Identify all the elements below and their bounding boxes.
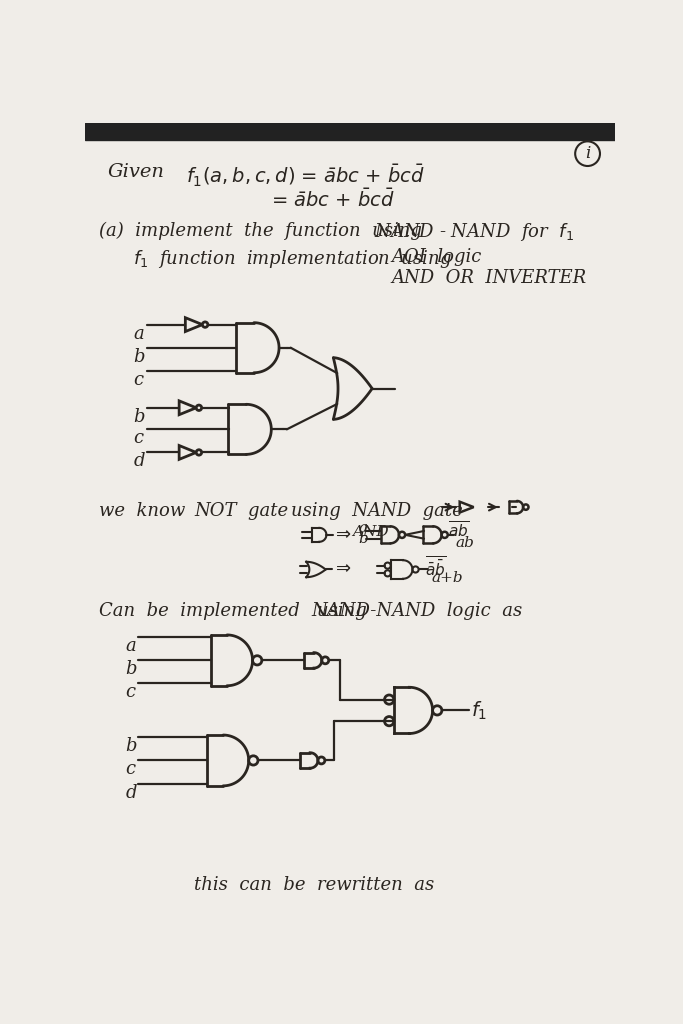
Text: i: i <box>585 145 590 162</box>
Text: (a)  implement  the  function  using: (a) implement the function using <box>99 221 422 240</box>
Text: d: d <box>133 453 145 470</box>
Bar <box>85 123 615 140</box>
Circle shape <box>385 570 391 577</box>
Circle shape <box>196 406 201 411</box>
Text: NAND-NAND  logic  as: NAND-NAND logic as <box>311 602 523 620</box>
Text: $f_1(a,b,c,d)$ = $\bar{a}$bc + $\bar{b}$c$\bar{d}$: $f_1(a,b,c,d)$ = $\bar{a}$bc + $\bar{b}$… <box>186 163 425 189</box>
Text: NOT  gate: NOT gate <box>194 502 288 520</box>
Text: ⇒: ⇒ <box>336 560 351 579</box>
Text: d: d <box>126 783 137 802</box>
Text: $\overline{ab}$: $\overline{ab}$ <box>448 521 469 541</box>
Circle shape <box>385 717 394 726</box>
Text: Given: Given <box>107 163 164 181</box>
Circle shape <box>442 531 448 538</box>
Text: c: c <box>126 683 136 701</box>
Text: ab: ab <box>456 537 475 550</box>
Text: AND  OR  INVERTER: AND OR INVERTER <box>391 269 587 287</box>
Text: AOI  logic: AOI logic <box>391 248 482 265</box>
Circle shape <box>253 655 262 665</box>
Circle shape <box>385 695 394 705</box>
Text: ⇒: ⇒ <box>336 526 351 544</box>
Circle shape <box>575 141 600 166</box>
Text: $f_1$  function  implementation  using: $f_1$ function implementation using <box>133 248 452 269</box>
Text: a: a <box>133 325 144 343</box>
Text: a: a <box>126 637 137 655</box>
Circle shape <box>196 450 201 455</box>
Text: b: b <box>358 531 368 546</box>
Text: = $\bar{a}$bc + $\bar{b}$c$\bar{d}$: = $\bar{a}$bc + $\bar{b}$c$\bar{d}$ <box>271 188 395 211</box>
Circle shape <box>249 756 258 765</box>
Circle shape <box>385 562 391 568</box>
Text: c: c <box>133 429 143 447</box>
Text: b: b <box>133 348 145 366</box>
Circle shape <box>202 322 208 328</box>
Circle shape <box>523 505 529 510</box>
Circle shape <box>399 531 405 538</box>
Text: using  NAND  gate: using NAND gate <box>291 502 462 520</box>
Text: b: b <box>126 737 137 756</box>
Text: NAND - NAND  for  $f_1$: NAND - NAND for $f_1$ <box>374 221 574 244</box>
Text: a+b: a+b <box>431 571 462 585</box>
Circle shape <box>318 757 325 764</box>
Text: we  know: we know <box>99 502 186 520</box>
Text: c: c <box>133 371 143 389</box>
Circle shape <box>413 566 419 572</box>
Circle shape <box>322 656 329 664</box>
Text: c: c <box>126 761 136 778</box>
Text: this  can  be  rewritten  as: this can be rewritten as <box>194 876 434 894</box>
Text: b: b <box>126 660 137 678</box>
Text: AND: AND <box>352 525 389 539</box>
Text: $\overline{\bar{a}\bar{b}}$: $\overline{\bar{a}\bar{b}}$ <box>425 556 446 579</box>
Text: Can  be  implemented   using: Can be implemented using <box>99 602 367 620</box>
Text: a: a <box>358 521 367 535</box>
Circle shape <box>432 706 442 715</box>
Text: $f_1$: $f_1$ <box>471 699 487 722</box>
Text: b: b <box>133 408 145 426</box>
